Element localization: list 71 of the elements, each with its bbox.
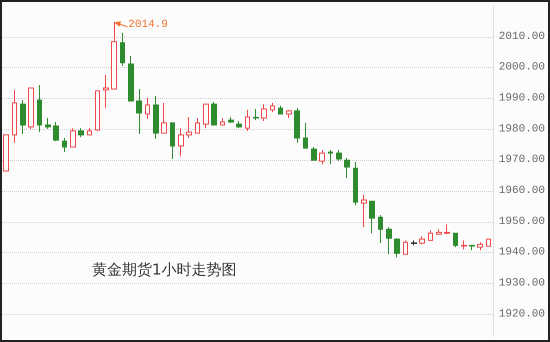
candlestick	[245, 109, 250, 132]
candlestick	[120, 32, 125, 66]
candlestick	[170, 122, 175, 160]
candlestick	[378, 214, 383, 244]
candlestick	[128, 55, 134, 102]
y-tick-label: 2010.00	[498, 30, 546, 43]
candlestick	[353, 162, 358, 206]
candlestick	[145, 97, 150, 120]
candlestick	[436, 228, 442, 235]
candlestick	[469, 244, 475, 251]
candlestick	[12, 89, 17, 144]
candlestick	[328, 150, 333, 165]
candlestick	[28, 88, 34, 130]
candlestick	[37, 84, 42, 133]
candlestick	[195, 117, 200, 134]
candlestick	[228, 116, 234, 124]
candlestick	[486, 238, 491, 247]
y-tick-label: 1920.00	[498, 308, 546, 320]
candlestick	[53, 121, 59, 142]
candlestick	[477, 242, 483, 251]
candlestick	[336, 150, 342, 162]
candlestick	[95, 90, 100, 132]
candlestick	[394, 238, 400, 258]
y-tick-label: 1970.00	[498, 154, 546, 166]
candlestick	[178, 128, 184, 157]
candlestick	[270, 102, 275, 113]
candlestick	[278, 105, 283, 114]
y-tick-label: 1980.00	[498, 123, 546, 136]
candlestick	[253, 108, 259, 121]
candlestick	[236, 120, 242, 129]
candlestick	[211, 101, 217, 126]
y-tick-label: 1990.00	[498, 92, 546, 105]
candlestick	[311, 146, 317, 161]
candlestick	[62, 138, 67, 153]
candlestick	[453, 232, 458, 248]
candlestick	[419, 236, 425, 245]
candlestick	[369, 200, 375, 234]
candlestick	[461, 240, 467, 250]
candlestick	[203, 104, 209, 129]
candlestick	[319, 150, 325, 165]
y-tick-label: 1930.00	[498, 278, 546, 290]
candlestick	[45, 117, 51, 130]
y-tick-label: 1950.00	[498, 216, 546, 228]
candlestick	[403, 240, 408, 255]
candlestick	[111, 21, 117, 90]
candlestick	[103, 74, 109, 109]
candlestick	[70, 128, 76, 148]
candlestick	[361, 194, 367, 228]
candlestick	[428, 230, 433, 241]
candlestick	[161, 102, 167, 134]
candlestick	[20, 100, 26, 134]
candlestick	[386, 226, 392, 255]
candlestick	[344, 158, 350, 179]
candlestick	[261, 104, 267, 122]
y-tick-label: 2000.00	[498, 62, 546, 74]
candlestick	[444, 224, 450, 235]
candlestick	[78, 128, 84, 138]
text: 黄金期货1小时走势图	[92, 260, 237, 278]
annotation: 2014.9	[128, 19, 168, 32]
candlestick	[286, 109, 292, 118]
candlestick	[411, 240, 417, 246]
candlestick	[303, 122, 308, 149]
candlestick	[294, 108, 300, 144]
candlestick	[3, 134, 9, 172]
candlestick	[186, 116, 192, 138]
candlestick	[153, 96, 159, 140]
candlestick	[87, 128, 92, 136]
candlestick	[220, 117, 225, 126]
y-tick-label: 1940.00	[498, 246, 546, 259]
candlestick	[136, 88, 142, 134]
y-tick-label: 1960.00	[498, 185, 546, 198]
